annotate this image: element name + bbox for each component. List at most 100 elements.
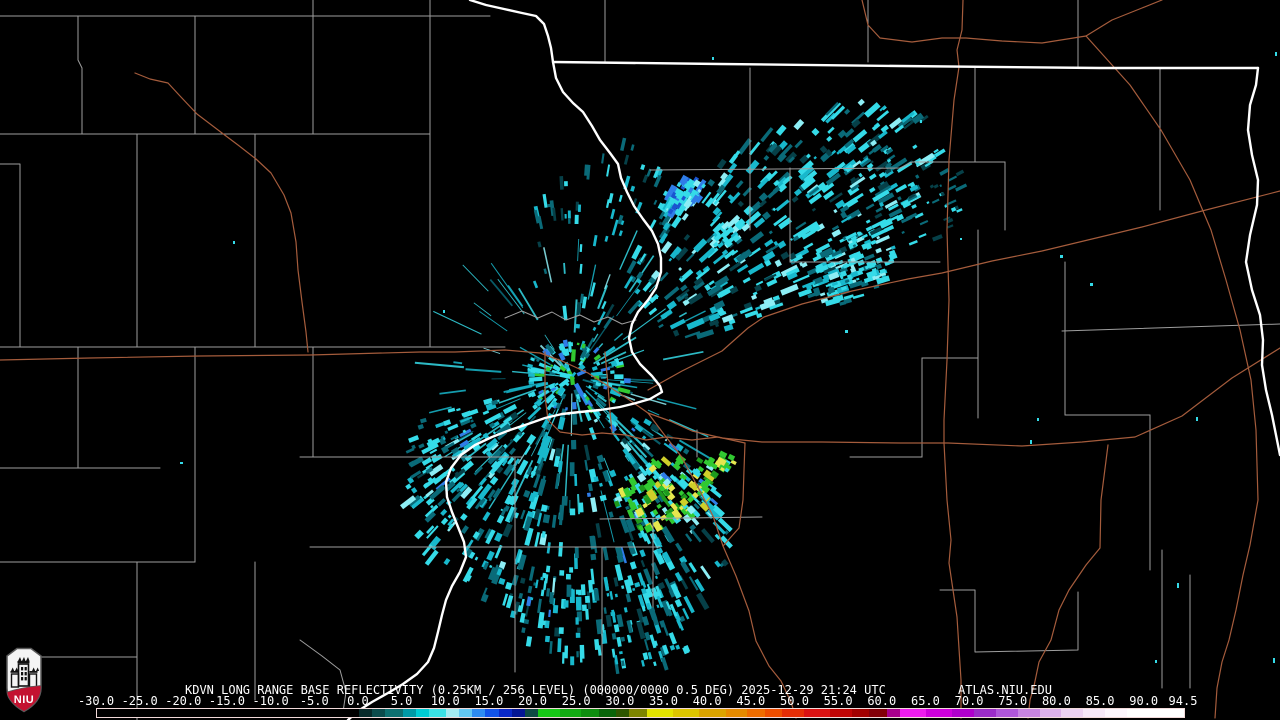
echo-cell — [737, 200, 744, 208]
echo-cell — [752, 291, 758, 296]
echo-cell — [656, 488, 666, 499]
echo-cell — [575, 617, 579, 625]
echo-cell — [456, 488, 461, 493]
echo-cell — [835, 262, 848, 270]
echo-cell — [461, 410, 472, 417]
echo-cell — [688, 482, 698, 492]
echo-cell — [508, 447, 516, 456]
echo-cell — [561, 495, 568, 506]
echo-cell — [440, 435, 445, 439]
echo-cell — [811, 207, 817, 212]
echo-cell — [946, 217, 954, 224]
echo-spoke — [656, 398, 697, 410]
echo-cell — [556, 386, 566, 396]
echo-cell — [459, 483, 469, 493]
echo-cell — [820, 181, 835, 194]
county-line — [504, 310, 637, 325]
echo-cell — [450, 435, 458, 441]
echo-cell — [694, 578, 705, 593]
echo-cell — [618, 230, 623, 237]
echo-cell — [630, 417, 640, 426]
echo-cell — [826, 135, 833, 142]
echo-cell — [747, 262, 765, 276]
echo-cell — [732, 234, 741, 243]
echo-cell — [653, 166, 661, 179]
echo-cell — [741, 223, 751, 232]
echo-cell — [421, 457, 433, 466]
echo-cell — [642, 503, 648, 509]
echo-cell — [570, 349, 576, 362]
echo-cell — [429, 484, 446, 501]
echo-cell — [472, 443, 481, 452]
echo-cell — [528, 566, 535, 581]
echo-cell — [465, 574, 472, 582]
echo-cell — [626, 260, 637, 275]
niu-logo: NIU — [6, 647, 42, 713]
echo-cell — [424, 504, 439, 518]
echo-cell — [607, 419, 617, 429]
echo-cell — [641, 615, 650, 626]
echo-spoke — [619, 230, 638, 270]
echo-cell — [552, 604, 559, 614]
echo-cell — [563, 600, 569, 608]
echo-cell — [502, 403, 518, 415]
echo-cell — [623, 607, 628, 613]
echo-cell — [701, 528, 715, 544]
echo-cell — [870, 139, 878, 147]
echo-cell — [734, 218, 746, 230]
echo-cell — [603, 316, 613, 329]
echo-cell — [708, 319, 720, 327]
echo-cell — [831, 249, 842, 258]
echo-cell — [852, 244, 857, 248]
echo-cell — [831, 225, 840, 231]
echo-cell — [613, 624, 620, 633]
echo-cell — [627, 574, 634, 586]
echo-cell — [931, 198, 940, 204]
echo-cell — [524, 527, 534, 546]
echo-cell — [545, 366, 551, 372]
echo-cell — [823, 265, 838, 275]
echo-cell — [692, 179, 701, 188]
echo-cell — [593, 347, 600, 354]
echo-cell — [716, 263, 731, 274]
echo-cell — [838, 270, 848, 278]
echo-dot — [443, 310, 445, 313]
echo-cell — [700, 565, 711, 580]
echo-cell — [707, 457, 716, 464]
echo-cell — [622, 448, 636, 465]
echo-cell — [570, 656, 575, 666]
echo-cell — [646, 583, 653, 597]
echo-cell — [636, 278, 642, 285]
echo-spoke — [473, 302, 492, 317]
echo-cell — [537, 611, 545, 629]
echo-cell — [537, 241, 542, 248]
echo-cell — [685, 533, 693, 542]
echo-cell — [780, 251, 790, 260]
echo-cell — [858, 172, 863, 178]
echo-cell — [646, 168, 652, 177]
echo-cell — [664, 196, 675, 210]
echo-cell — [535, 399, 543, 407]
echo-cell — [430, 504, 434, 509]
echo-cell — [682, 646, 690, 655]
echo-cell — [575, 589, 579, 595]
echo-cell — [660, 456, 672, 467]
echo-cell — [745, 159, 760, 175]
echo-cell — [549, 438, 555, 450]
echo-cell — [671, 202, 679, 211]
echo-cell — [562, 339, 569, 348]
echo-cell — [712, 206, 721, 216]
echo-cell — [496, 514, 505, 524]
echo-cell — [460, 513, 468, 521]
echo-spoke — [496, 398, 521, 410]
colorbar-segment — [699, 709, 726, 717]
echo-cell — [736, 264, 749, 273]
echo-cell — [603, 607, 607, 614]
echo-cell — [555, 402, 562, 410]
echo-cell — [662, 222, 671, 231]
echo-spoke — [587, 264, 597, 300]
echo-cell — [628, 501, 638, 512]
echo-cell — [701, 191, 712, 204]
echo-cell — [533, 398, 543, 406]
echo-cell — [642, 652, 649, 661]
